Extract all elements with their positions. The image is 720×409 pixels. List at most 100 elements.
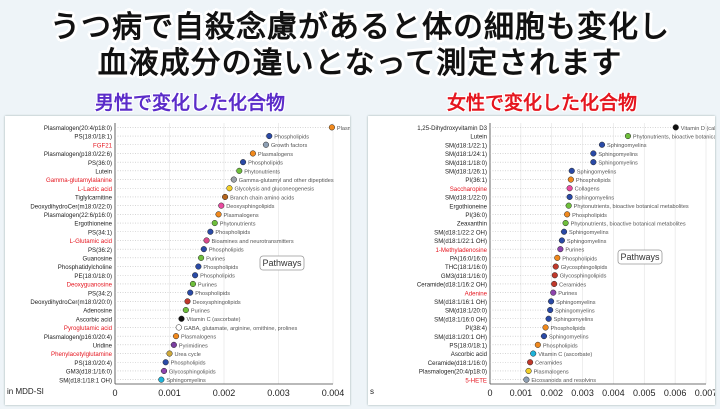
female-pathway-label: Vitamin D (calciferol) — [681, 126, 715, 132]
male-data-point — [162, 359, 169, 366]
female-data-point — [542, 324, 549, 331]
female-tick-label: 0.006 — [664, 388, 687, 398]
male-data-point — [262, 141, 270, 148]
female-data-point — [530, 350, 537, 357]
female-data-point — [598, 141, 606, 148]
female-compound-label: PS(18:0/18:1) — [449, 342, 487, 349]
female-data-point — [540, 333, 548, 340]
male-pathway-label: Phospholipids — [248, 161, 283, 167]
male-pathway-label: Phospholipids — [195, 291, 230, 297]
female-compound-label: PI(38:4) — [465, 325, 487, 332]
male-compound-label: FGF21 — [93, 142, 113, 149]
male-compound-label: Tiglylcarnitine — [75, 195, 113, 202]
male-compound-label: Adenosine — [83, 308, 112, 315]
female-pathway-label: Sphingomyelins — [567, 239, 607, 245]
female-compound-label: Ceramide(d18:1/16:2 OH) — [417, 282, 487, 289]
female-compound-label: PA(16:0/16:0) — [450, 255, 487, 262]
female-pathway-label: Glycosphingolipids — [560, 274, 607, 280]
male-pathway-label: Branch chain amino acids — [230, 195, 294, 201]
male-pathway-label: GABA, glutamate, arginine, ornithine, pr… — [184, 326, 298, 332]
female-compound-label: Zeaxanthin — [457, 221, 487, 228]
female-data-point — [672, 124, 679, 131]
male-data-point — [172, 333, 180, 340]
male-data-point — [207, 228, 214, 235]
female-compound-label: Ascorbic acid — [451, 351, 487, 358]
female-compound-label: 1,25-Dihydroxyvitamin D3 — [417, 125, 487, 132]
male-compound-label: PS(18:0/20:4) — [74, 360, 112, 367]
male-compound-label: Phosphatidylcholine — [58, 264, 113, 271]
female-axis-label: s — [370, 387, 374, 396]
female-pathway-label: Phospholipids — [576, 178, 611, 184]
male-pathway-label: Plasmalogens — [258, 152, 293, 158]
female-chart-title: 女性で変化した化合物 — [446, 92, 637, 114]
female-data-point — [590, 159, 597, 166]
female-compound-label: SM(d18:1/16:0 OH) — [434, 316, 487, 323]
male-compound-label: Guanosine — [83, 255, 113, 262]
female-data-point — [566, 193, 573, 200]
female-pathways-box — [617, 249, 663, 265]
male-data-point — [175, 324, 182, 331]
male-axis-label: in MDD-SI — [7, 387, 44, 396]
male-pathway-label: Phytonutrients — [220, 221, 256, 227]
female-compound-label: Ergothioneine — [449, 203, 487, 210]
female-compound-label: SM(d18:1/18:0) — [445, 160, 487, 167]
male-pathway-label: Growth factors — [271, 143, 308, 149]
female-tick-label: 0.005 — [633, 388, 656, 398]
female-data-point — [525, 367, 532, 374]
female-compound-label: PI(36:1) — [465, 177, 487, 184]
female-compound-label: Plasmalogen(20:4/p18:0) — [419, 369, 487, 376]
female-pathway-label: Sphingomyelins — [575, 195, 615, 201]
female-compound-label: THC(18:1/16:0) — [445, 264, 487, 271]
male-pathway-label: Purines — [191, 308, 210, 314]
male-data-point — [236, 167, 243, 174]
male-pathway-label: Glycosphingolipids — [169, 369, 216, 375]
male-pathway-label: Phospholipids — [209, 248, 244, 254]
male-data-point — [240, 159, 247, 166]
female-chart: 0 0.001 0.002 0.003 0.004 0.005 0.006 0.007 s 1,2… — [370, 123, 720, 398]
male-compound-label: L-Glutamic acid — [70, 238, 112, 245]
female-pathway-label: Sphingomyelins — [598, 161, 638, 167]
male-pathway-label: Bioamines and neurotransmitters — [212, 239, 294, 245]
male-data-point — [222, 193, 229, 200]
male-chart-panel: 0 0.001 0.002 0.003 0.004 in MDD-SI Plasmaloge… — [5, 116, 372, 405]
male-compound-label: PS(36:0) — [88, 160, 112, 167]
male-tick-label: 0.003 — [267, 388, 290, 398]
male-data-point — [266, 133, 273, 140]
male-data-point — [192, 272, 199, 279]
female-tick-label: 0.002 — [540, 388, 563, 398]
female-pathway-label: Sphingomyelins — [549, 335, 589, 341]
male-data-point — [189, 280, 196, 287]
female-pathway-label: Plasmalogens — [534, 369, 569, 375]
male-pathway-label: Phospholipids — [274, 134, 309, 140]
female-data-point — [552, 263, 559, 270]
female-pathway-label: Purines — [565, 248, 584, 254]
female-data-point — [624, 133, 631, 140]
female-pathway-label: Ceramides — [559, 282, 586, 288]
male-compound-label: DeoxydihydroCer(m18:0/22:0) — [30, 203, 112, 210]
male-pathways-box — [259, 255, 305, 271]
male-compound-label: Deoxyguanosine — [67, 282, 113, 289]
male-compound-label: Plasmalogen(22:6/p16:0) — [44, 212, 112, 219]
male-data-point — [230, 176, 237, 183]
female-data-point — [557, 246, 564, 253]
female-compound-label: Adenine — [465, 290, 488, 297]
male-compound-label: L-Lactic acid — [78, 186, 112, 193]
male-compound-label: Phenylacetylglutamine — [51, 351, 113, 358]
female-compound-label: SM(d18:1/20:0) — [445, 308, 487, 315]
female-compound-label: SM(d18:1/26:1) — [445, 168, 487, 175]
female-chart-panel: 0 0.001 0.002 0.003 0.004 0.005 0.006 0.007 s 1,2… — [368, 116, 720, 405]
male-chart: 0 0.001 0.002 0.003 0.004 in MDD-SI Plasmaloge… — [7, 123, 372, 398]
female-pathway-label: Ceramides — [535, 361, 562, 367]
male-compound-label: PS(34:1) — [88, 229, 112, 236]
female-pathway-label: Sphingomyelins — [577, 169, 617, 175]
female-data-point — [523, 376, 530, 383]
female-pathway-label: Collagens — [575, 187, 600, 193]
female-data-point — [568, 167, 575, 174]
female-compound-label: PI(36:0) — [465, 212, 487, 219]
female-data-point — [566, 185, 573, 192]
female-compound-label: Lutein — [470, 134, 487, 141]
female-pathway-label: Phytonutrients, bioactive botanical meta… — [633, 134, 715, 140]
male-compound-label: Ascorbic acid — [76, 316, 112, 323]
female-data-point — [565, 202, 572, 209]
female-pathway-label: Phytonutrients, bioactive botanical meta… — [574, 204, 689, 210]
